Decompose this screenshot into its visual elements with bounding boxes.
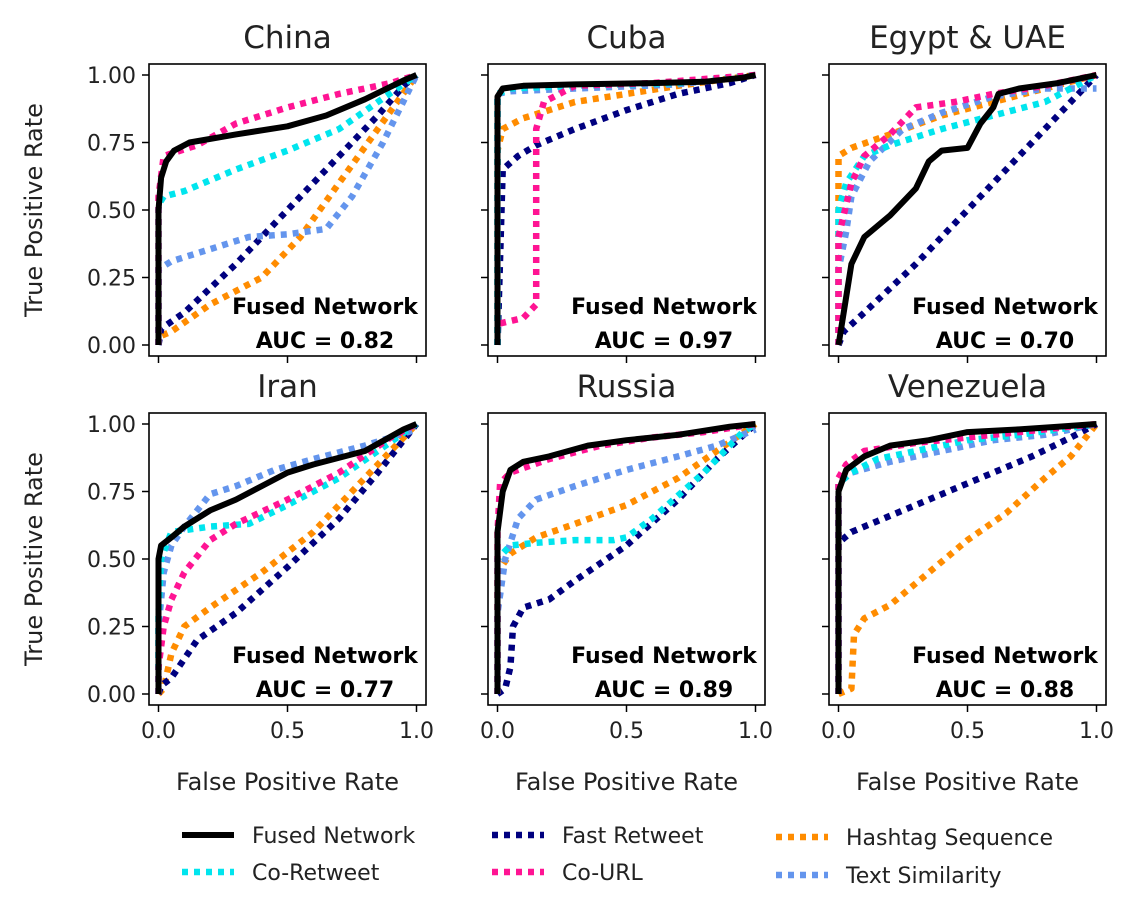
series-line-fused-network: [155, 72, 418, 345]
legend-item-co-retweet: Co-Retweet: [182, 861, 380, 886]
series-line-text-similarity: [835, 420, 1098, 694]
y-tick-label: 0.00: [87, 683, 136, 708]
series-line-fast-retweet: [155, 72, 419, 346]
panel-china: China 0.00 0.25 0.50 0.75 1.00 Fused Network AU…: [20, 20, 427, 363]
annotation-auc: AUC = 0.82: [256, 329, 394, 354]
annotation-title: Fused Network: [912, 644, 1099, 669]
x-tick-label: 1.0: [399, 719, 434, 744]
x-axis-label: False Positive Rate: [176, 768, 399, 796]
legend-item-co-url: Co-URL: [492, 861, 644, 886]
panel-venezuela: Venezuela 0.0 0.5 1.0 Fused Network AUC = 0.8…: [821, 369, 1114, 796]
panel-russia: Russia 0.0 0.5 1.0 Fused Network AUC = 0.89 Fa…: [480, 369, 773, 796]
series-group: [155, 421, 420, 697]
y-axis-label: True Positive Rate: [20, 103, 48, 318]
series-line-text-similarity: [155, 426, 418, 694]
series-line-fast-retweet: [155, 421, 420, 695]
panel-title: China: [243, 20, 332, 56]
series-group: [155, 71, 420, 346]
series-line-hashtag-sequence: [494, 421, 758, 694]
y-tick-label: 0.50: [87, 199, 136, 224]
x-axis-label: False Positive Rate: [515, 768, 738, 796]
panel-title: Russia: [577, 369, 677, 405]
legend-label: Co-URL: [562, 861, 644, 886]
panel-iran: Iran 0.0 0.5 1.0 0.00 0.25 0.50 0.75 1.00 Fused N…: [20, 369, 434, 796]
x-tick-label: 1.0: [738, 719, 773, 744]
annotation-auc: AUC = 0.88: [936, 678, 1074, 703]
series-group: [494, 420, 758, 697]
y-axis-label: True Positive Rate: [20, 452, 48, 667]
panel-title: Iran: [257, 369, 318, 405]
series-group: [494, 71, 757, 346]
series-line-text-similarity: [494, 426, 757, 694]
y-tick-label: 0.75: [87, 481, 136, 506]
annotation-auc: AUC = 0.89: [595, 678, 733, 703]
series-line-co-url: [155, 71, 418, 345]
series-line-fused-network: [835, 72, 1098, 346]
y-tick-label: 0.50: [87, 548, 136, 573]
x-tick-label: 0.5: [609, 719, 644, 744]
annotation-title: Fused Network: [912, 295, 1099, 320]
series-line-fused-network: [835, 421, 1097, 694]
series-line-fused-network: [494, 72, 757, 345]
annotation-title: Fused Network: [232, 295, 419, 320]
series-line-hashtag-sequence: [837, 421, 1100, 697]
series-line-co-retweet: [835, 72, 1099, 345]
annotation-title: Fused Network: [571, 644, 758, 669]
annotation-auc: AUC = 0.70: [936, 329, 1074, 354]
x-tick-label: 0.0: [480, 719, 515, 744]
y-tick-label: 1.00: [87, 64, 136, 89]
panel-title: Cuba: [587, 20, 667, 56]
panel-cuba: Cuba Fused Network AUC = 0.97: [481, 20, 766, 363]
legend-label: Fused Network: [252, 824, 415, 849]
y-tick-label: 1.00: [87, 413, 136, 438]
legend-label: Co-Retweet: [252, 861, 380, 886]
series-line-fused-network: [155, 421, 418, 694]
x-tick-label: 0.5: [950, 719, 985, 744]
x-axis-label: False Positive Rate: [856, 768, 1079, 796]
legend-label: Hashtag Sequence: [846, 826, 1053, 851]
annotation-title: Fused Network: [232, 644, 419, 669]
legend-item-hashtag-sequence: Hashtag Sequence: [776, 826, 1053, 851]
y-tick-label: 0.75: [87, 132, 136, 157]
legend-label: Text Similarity: [845, 864, 1002, 889]
legend: Fused Network Co-Retweet Fast Retweet Co-UR…: [182, 824, 1053, 889]
x-tick-label: 0.0: [141, 719, 176, 744]
panels-layer: China 0.00 0.25 0.50 0.75 1.00 Fused Network AU…: [20, 20, 1114, 796]
series-line-fused-network: [494, 421, 756, 694]
series-line-co-retweet: [494, 421, 758, 694]
series-line-fast-retweet: [494, 71, 757, 346]
annotation-title: Fused Network: [571, 295, 758, 320]
legend-item-fused-network: Fused Network: [182, 824, 415, 849]
series-group: [835, 71, 1099, 347]
legend-label: Fast Retweet: [562, 824, 704, 849]
panel-egypt-uae: Egypt & UAE Fused Network AUC = 0.70: [822, 20, 1107, 363]
x-tick-label: 1.0: [1079, 719, 1114, 744]
series-line-co-url: [499, 71, 756, 327]
annotation-auc: AUC = 0.77: [256, 678, 394, 703]
series-line-hashtag-sequence: [155, 73, 420, 345]
y-tick-label: 0.25: [87, 616, 136, 641]
annotation-auc: AUC = 0.97: [595, 329, 733, 354]
series-line-co-url: [835, 71, 1098, 345]
legend-item-text-similarity: Text Similarity: [776, 864, 1002, 889]
x-tick-label: 0.5: [270, 719, 305, 744]
legend-item-fast-retweet: Fast Retweet: [492, 824, 704, 849]
panel-title: Egypt & UAE: [869, 20, 1066, 56]
panel-title: Venezuela: [888, 369, 1047, 405]
series-group: [835, 420, 1100, 697]
x-tick-label: 0.0: [821, 719, 856, 744]
y-tick-label: 0.00: [87, 334, 136, 359]
y-tick-label: 0.25: [87, 267, 136, 292]
series-line-fast-retweet: [835, 421, 1099, 694]
